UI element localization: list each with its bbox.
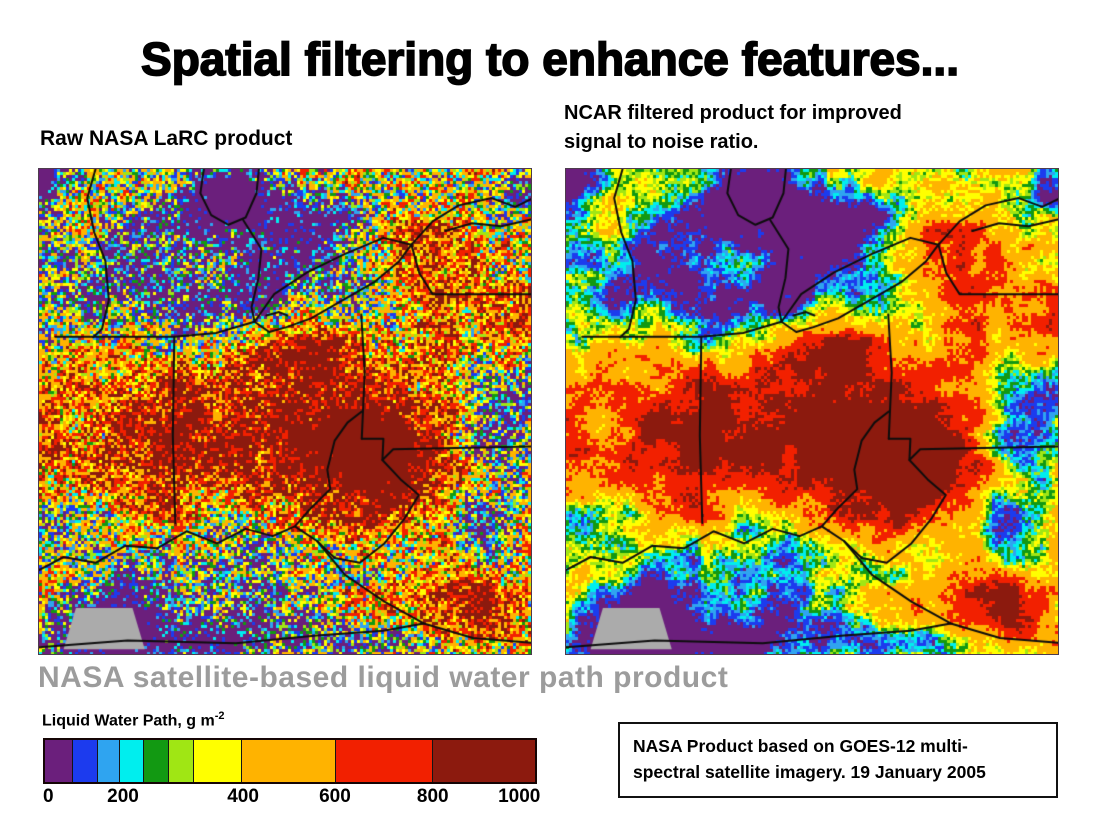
legend-title-text: Liquid Water Path, g m xyxy=(42,712,215,730)
colorbar-segment xyxy=(193,740,241,782)
slide-title: Spatial filtering to enhance features... xyxy=(140,32,960,86)
panel-filtered-label: NCAR filtered product for improved signa… xyxy=(564,99,902,157)
colorbar-segment xyxy=(432,740,535,782)
caption: NASA satellite-based liquid water path p… xyxy=(38,661,729,694)
colorbar-tick-600: 600 xyxy=(319,786,351,807)
colorbar-segment xyxy=(143,740,169,782)
colorbar xyxy=(43,738,537,784)
info-box-line1: NASA Product based on GOES-12 multi- xyxy=(633,736,968,756)
colorbar-tick-1000: 1000 xyxy=(498,786,541,807)
panel-raw-label: Raw NASA LaRC product xyxy=(40,127,293,150)
colorbar-segment xyxy=(45,740,72,782)
panel-filtered-label-line1: NCAR filtered product for improved xyxy=(564,102,902,124)
colorbar-tick-0: 0 xyxy=(43,786,54,807)
colorbar-tick-400: 400 xyxy=(227,786,259,807)
map-ncar-filtered-product xyxy=(565,168,1059,655)
colorbar-segment xyxy=(335,740,433,782)
colorbar-tick-800: 800 xyxy=(416,786,449,807)
colorbar-segment xyxy=(119,740,144,782)
colorbar-segment xyxy=(71,740,97,782)
panel-filtered-label-line2: signal to noise ratio. xyxy=(564,131,759,153)
info-box: NASA Product based on GOES-12 multi- spe… xyxy=(618,722,1058,798)
legend-title-exponent: -2 xyxy=(214,710,225,722)
colorbar-segment xyxy=(240,740,336,782)
colorbar-ticks: 0 200 400 600 800 1000 xyxy=(43,786,541,810)
info-box-line2: spectral satellite imagery. 19 January 2… xyxy=(633,762,986,783)
colorbar-segment xyxy=(168,740,194,782)
map-raw-nasa-larc-product xyxy=(38,168,532,655)
colorbar-tick-200: 200 xyxy=(107,786,139,807)
legend-title: Liquid Water Path, g m-2 xyxy=(42,710,225,730)
colorbar-segment xyxy=(96,740,120,782)
